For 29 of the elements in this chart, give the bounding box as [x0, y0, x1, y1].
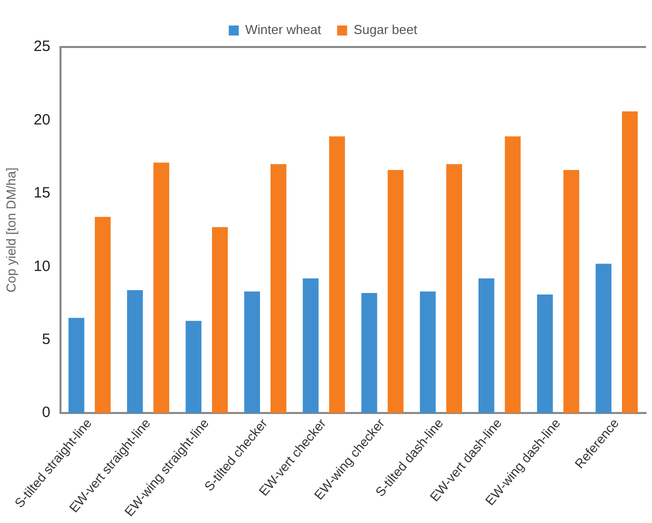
- y-tick-label: 25: [34, 38, 50, 56]
- y-tick-label: 10: [34, 258, 50, 275]
- bar: [537, 294, 553, 414]
- bar: [186, 320, 202, 414]
- y-tick-label: 20: [34, 111, 50, 128]
- bar: [244, 292, 260, 414]
- bar: [596, 264, 612, 414]
- bar: [563, 170, 580, 414]
- y-tick-label: 0: [42, 404, 50, 422]
- bar: [504, 136, 521, 414]
- bar: [478, 278, 494, 414]
- bar: [622, 111, 638, 414]
- bar: [212, 227, 228, 414]
- bar: [127, 290, 143, 414]
- bar: [329, 136, 345, 414]
- bar: [153, 162, 170, 414]
- bar: [68, 318, 84, 414]
- bar: [94, 216, 111, 414]
- bar: [446, 164, 462, 414]
- y-tick-label: 15: [34, 184, 50, 202]
- y-tick-label: 5: [42, 330, 50, 348]
- bar: [361, 293, 378, 414]
- bar: [270, 164, 286, 414]
- bar: [302, 278, 319, 414]
- y-axis-title: Cop yield [ton DM/ha]: [3, 168, 18, 293]
- legend-label: Sugar beet: [354, 22, 418, 38]
- bar: [420, 292, 436, 414]
- legend-label: Winter wheat: [245, 22, 322, 38]
- bar: [388, 170, 404, 414]
